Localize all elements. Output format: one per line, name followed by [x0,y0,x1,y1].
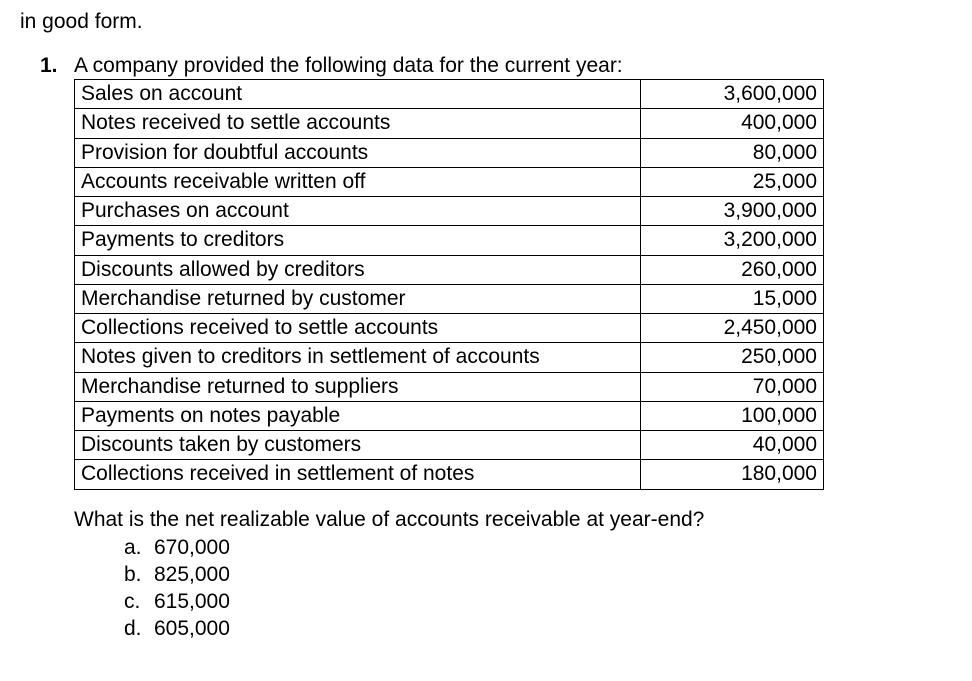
row-value: 3,600,000 [641,80,824,109]
row-value: 3,200,000 [641,226,824,255]
answer-option: a.670,000 [124,534,952,561]
row-value: 70,000 [641,372,824,401]
table-row: Notes received to settle accounts400,000 [75,109,824,138]
table-row: Payments to creditors3,200,000 [75,226,824,255]
table-row: Merchandise returned to suppliers70,000 [75,372,824,401]
row-label: Discounts taken by customers [75,431,641,460]
table-row: Sales on account3,600,000 [75,80,824,109]
row-value: 15,000 [641,284,824,313]
question-number: 1. [40,54,74,78]
row-label: Accounts receivable written off [75,167,641,196]
row-value: 400,000 [641,109,824,138]
table-row: Payments on notes payable100,000 [75,401,824,430]
sub-question: What is the net realizable value of acco… [74,508,952,532]
answer-option: d.605,000 [124,615,952,642]
option-text: 825,000 [154,561,230,588]
row-label: Notes received to settle accounts [75,109,641,138]
answer-options: a.670,000b.825,000c.615,000d.605,000 [124,534,952,643]
table-row: Discounts allowed by creditors260,000 [75,255,824,284]
row-label: Discounts allowed by creditors [75,255,641,284]
question-block: 1. A company provided the following data… [40,54,952,643]
row-label: Purchases on account [75,197,641,226]
answer-option: c.615,000 [124,588,952,615]
option-letter: c. [124,588,154,615]
option-letter: b. [124,561,154,588]
row-label: Sales on account [75,80,641,109]
table-row: Notes given to creditors in settlement o… [75,343,824,372]
table-row: Purchases on account3,900,000 [75,197,824,226]
question-intro: A company provided the following data fo… [74,54,952,78]
answer-option: b.825,000 [124,561,952,588]
row-value: 250,000 [641,343,824,372]
row-label: Payments on notes payable [75,401,641,430]
row-label: Collections received to settle accounts [75,314,641,343]
row-value: 3,900,000 [641,197,824,226]
option-text: 615,000 [154,588,230,615]
row-value: 80,000 [641,138,824,167]
row-label: Provision for doubtful accounts [75,138,641,167]
option-text: 670,000 [154,534,230,561]
data-table: Sales on account3,600,000Notes received … [74,79,824,490]
row-label: Merchandise returned to suppliers [75,372,641,401]
table-row: Collections received in settlement of no… [75,460,824,489]
table-row: Merchandise returned by customer15,000 [75,284,824,313]
table-row: Discounts taken by customers40,000 [75,431,824,460]
prior-text-fragment: in good form. [20,10,952,34]
option-letter: d. [124,615,154,642]
row-label: Notes given to creditors in settlement o… [75,343,641,372]
row-value: 260,000 [641,255,824,284]
row-value: 180,000 [641,460,824,489]
row-label: Collections received in settlement of no… [75,460,641,489]
row-label: Merchandise returned by customer [75,284,641,313]
row-value: 100,000 [641,401,824,430]
row-value: 25,000 [641,167,824,196]
option-text: 605,000 [154,615,230,642]
table-row: Accounts receivable written off25,000 [75,167,824,196]
table-row: Provision for doubtful accounts80,000 [75,138,824,167]
option-letter: a. [124,534,154,561]
table-row: Collections received to settle accounts2… [75,314,824,343]
row-label: Payments to creditors [75,226,641,255]
row-value: 40,000 [641,431,824,460]
row-value: 2,450,000 [641,314,824,343]
